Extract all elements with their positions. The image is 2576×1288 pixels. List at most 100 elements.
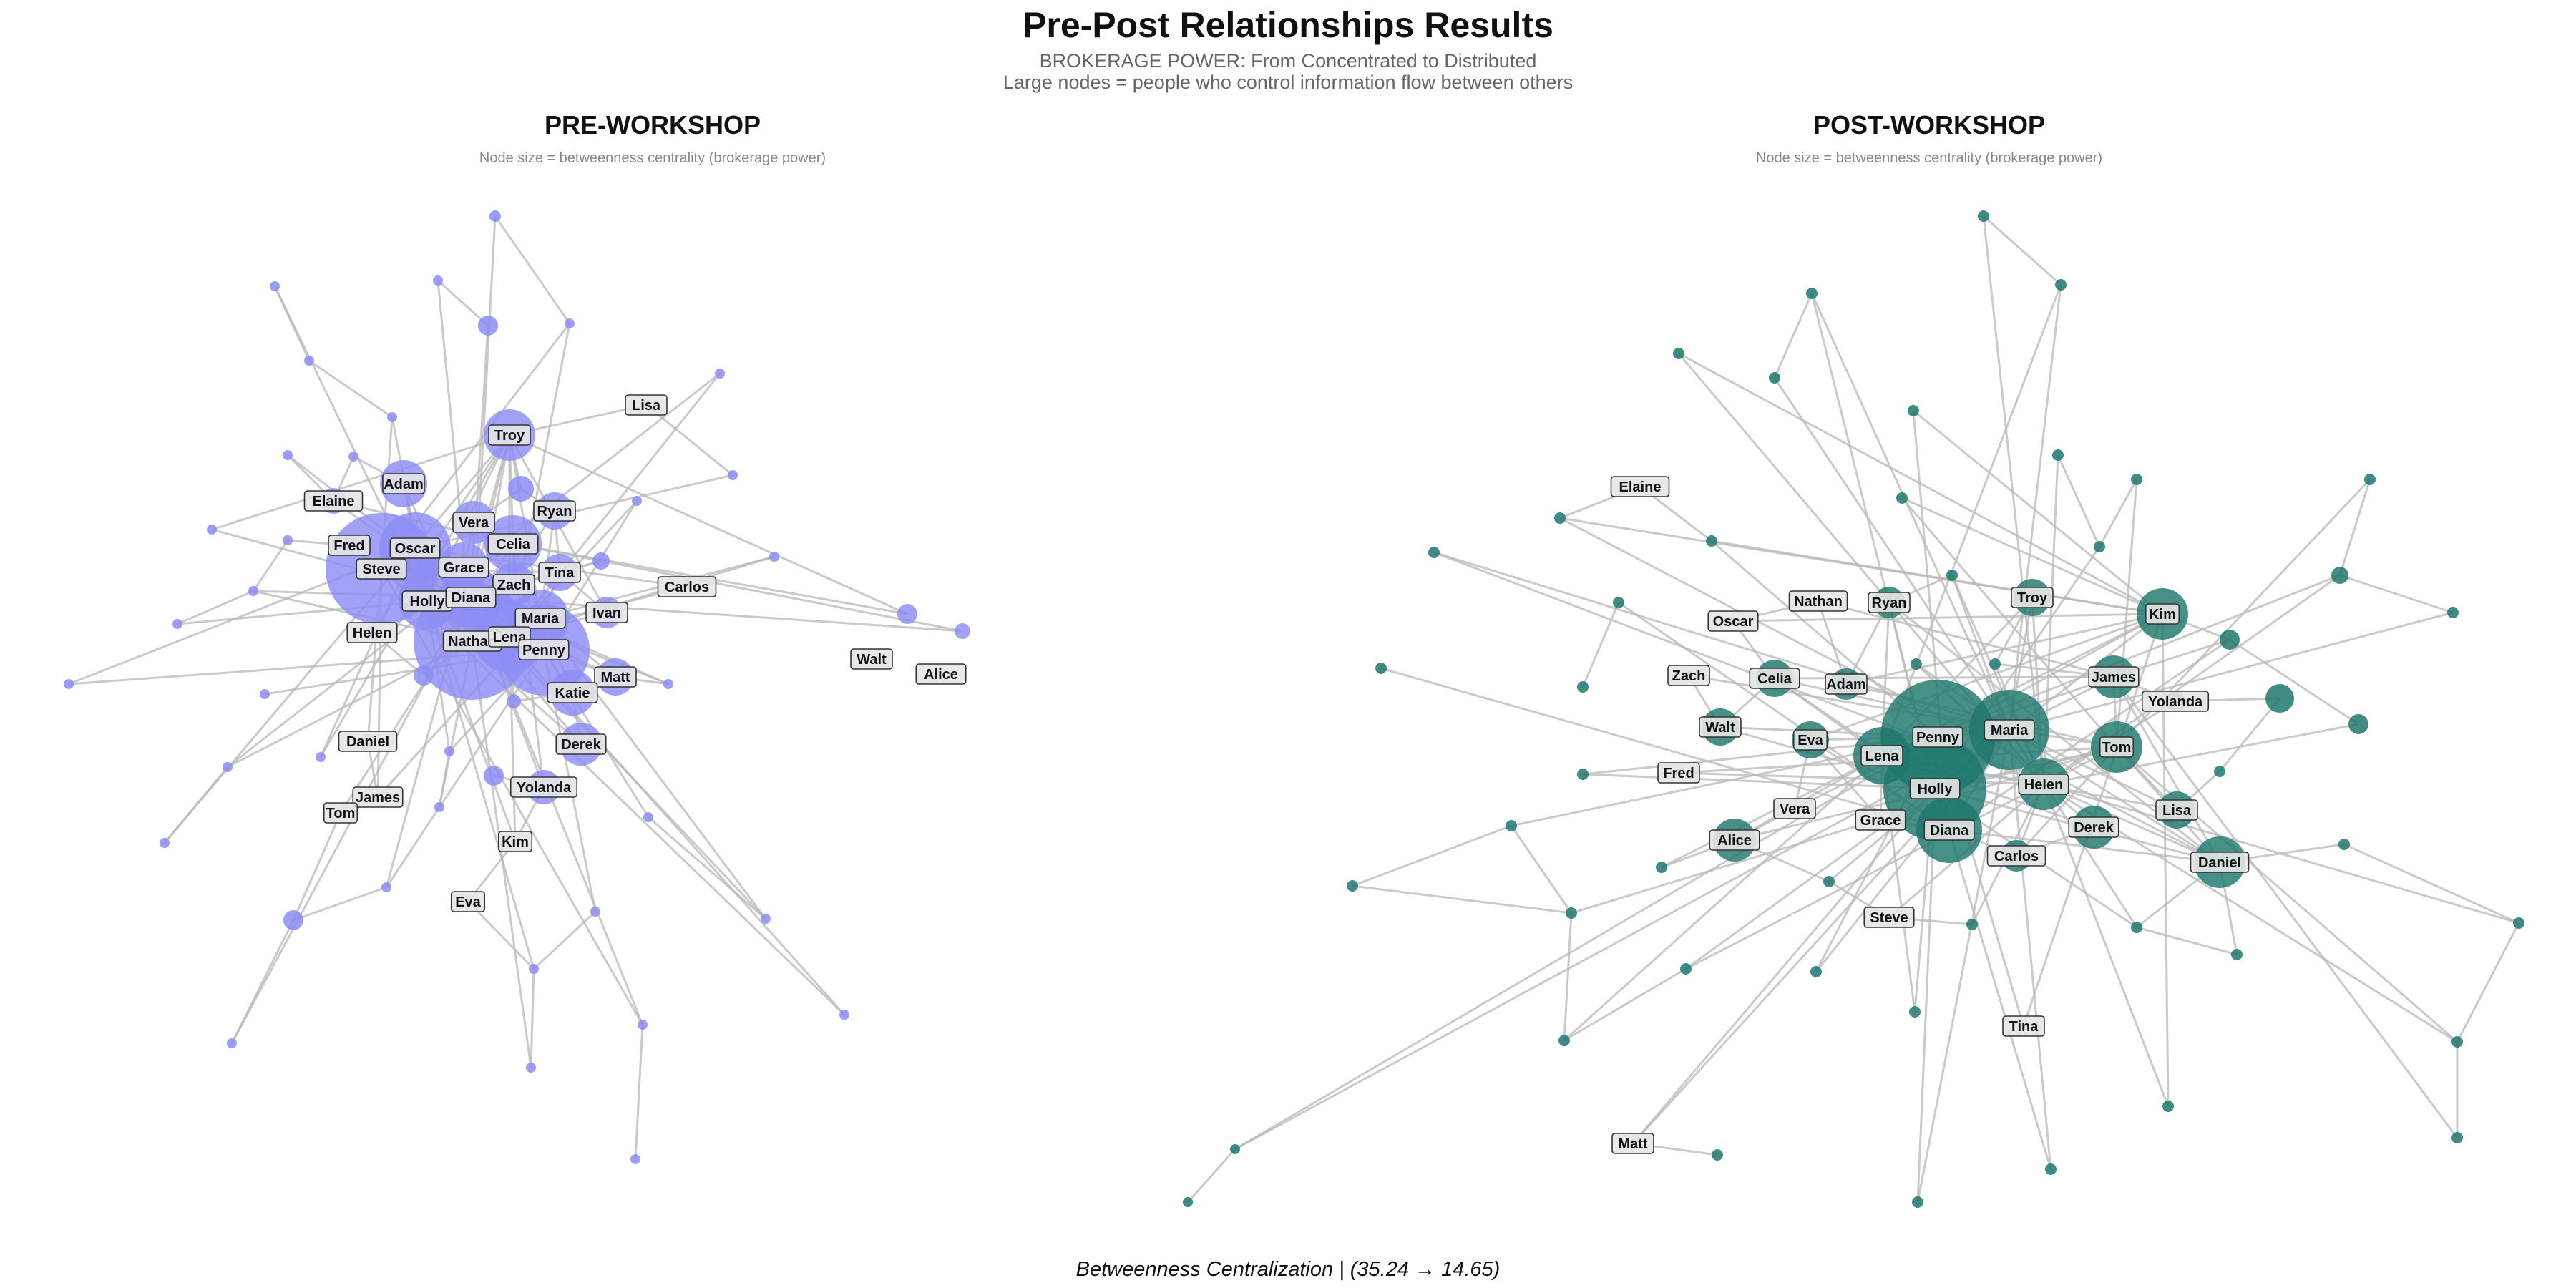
pre-node (248, 586, 258, 596)
post-node (2162, 1101, 2174, 1112)
pre-node (444, 746, 454, 756)
post-node (2348, 714, 2368, 734)
node-label-text: Oscar (1713, 614, 1754, 630)
post-edge (1880, 284, 2062, 756)
post-node (1989, 658, 2001, 670)
node-label-text: Nathan (448, 634, 497, 650)
post-label-zach: Zach (1667, 665, 1710, 686)
post-edge (2343, 843, 2519, 924)
post-label-penny: Penny (1912, 726, 1963, 748)
post-node (2451, 1036, 2463, 1048)
pre-node-walt (897, 604, 917, 624)
pre-label-ivan: Ivan (585, 602, 628, 623)
pre-edge (293, 886, 387, 922)
node-label-box (487, 533, 539, 555)
post-edge (2057, 454, 2101, 547)
pre-node (484, 766, 504, 786)
pre-node (508, 476, 534, 502)
node-label-box (1749, 668, 1800, 689)
node-label-box (514, 608, 566, 629)
post-node (1946, 570, 1958, 581)
node-label-text: Zach (497, 577, 531, 593)
pre-edge (645, 404, 733, 477)
post-node (1656, 862, 1667, 873)
node-label-box (509, 776, 578, 798)
node-label-box (382, 473, 425, 494)
post-edge (1234, 736, 1938, 1151)
node-label-box (1912, 726, 1963, 748)
node-label-box (1923, 819, 1975, 841)
node-label-text: Grace (1860, 813, 1901, 829)
post-node (1558, 1035, 1570, 1046)
post-node (1428, 547, 1440, 558)
pre-label-celia: Celia (487, 533, 539, 555)
node-label-text: Tom (2102, 740, 2132, 756)
post-edge (1901, 497, 2118, 748)
node-label-text: Fred (333, 538, 364, 554)
post-edge (2218, 698, 2281, 772)
post-label-vera: Vera (1773, 798, 1816, 819)
post-node (1554, 512, 1566, 524)
pre-node (434, 802, 444, 812)
post-label-grace: Grace (1855, 809, 1906, 831)
node-label-text: Eva (455, 894, 481, 910)
pre-node (489, 210, 501, 222)
pre-node-alice (955, 623, 970, 639)
post-edge (1711, 540, 2163, 615)
node-label-text: Maria (1991, 723, 2029, 738)
post-node (2513, 917, 2524, 929)
node-label-text: Diana (1930, 823, 1969, 839)
figure-subtitle-line2: Large nodes = people who control informa… (1002, 72, 1574, 93)
node-label-text: Daniel (2198, 855, 2241, 871)
pre-node (839, 1010, 849, 1020)
post-edge (1661, 754, 1883, 869)
post-label-eva: Eva (1792, 729, 1828, 751)
node-label-text: Adam (384, 477, 424, 492)
pre-label-alice: Alice (915, 663, 967, 685)
post-edge (2043, 783, 2519, 924)
node-label-text: Holly (1918, 781, 1953, 797)
node-label-text: Lena (1865, 748, 1900, 764)
node-label-box (356, 558, 407, 580)
post-node (2094, 541, 2105, 552)
node-label-box (518, 639, 570, 660)
post-label-celia: Celia (1749, 668, 1800, 689)
post-label-tom: Tom (2099, 736, 2135, 758)
pre-label-tina: Tina (538, 562, 581, 583)
post-node (1911, 658, 1922, 670)
pre-label-walt: Walt (850, 648, 893, 670)
node-label-box (1909, 778, 1961, 799)
node-label-box (1825, 673, 1868, 695)
post-edge (2042, 784, 2170, 1107)
post-label-alice: Alice (1709, 829, 1760, 851)
post-node (1673, 348, 1684, 359)
node-label-box (2018, 774, 2069, 795)
post-label-helen: Helen (2018, 774, 2069, 795)
node-label-text: Oscar (395, 541, 436, 557)
node-label-text: Celia (1757, 671, 1792, 687)
pre-node (715, 369, 725, 379)
pre-label-vera: Vera (452, 512, 495, 533)
post-edge (1773, 293, 1813, 379)
post-label-nathan: Nathan (1788, 590, 1848, 612)
node-label-box (1986, 845, 2046, 867)
node-label-box (2011, 587, 2054, 608)
node-label-box (497, 831, 533, 852)
node-label-text: Helen (2024, 777, 2063, 793)
pre-node (592, 552, 610, 570)
node-label-box (1707, 610, 1759, 632)
pre-node (270, 281, 280, 291)
post-edge (2112, 676, 2459, 1138)
node-label-box (594, 666, 637, 688)
node-label-box (657, 576, 717, 597)
pre-label-matt: Matt (594, 666, 637, 688)
post-node (2331, 567, 2348, 584)
pre-node (590, 907, 600, 917)
post-edge (2043, 723, 2359, 786)
post-node (1680, 963, 1692, 975)
pre-node (630, 1154, 640, 1164)
node-label-text: Eva (1797, 733, 1823, 748)
node-label-text: Carlos (665, 580, 709, 595)
pre-node (529, 964, 539, 974)
